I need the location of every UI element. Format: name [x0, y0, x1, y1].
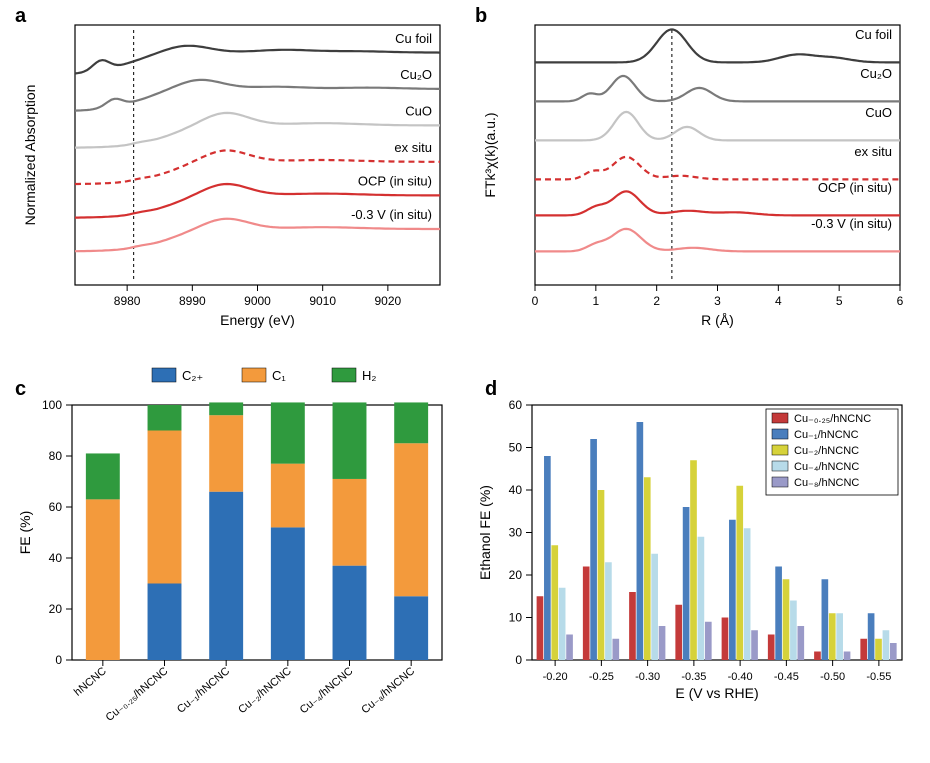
- panel-b-label: b: [475, 5, 487, 28]
- svg-text:Cu₋₄/hNCNC: Cu₋₄/hNCNC: [794, 461, 859, 473]
- svg-text:ex situ: ex situ: [394, 140, 432, 155]
- svg-text:2: 2: [653, 294, 660, 308]
- svg-text:Energy (eV): Energy (eV): [220, 312, 295, 328]
- panel-a-svg: 8980 8990 9000 9010 9020 Energy (eV) Normalize…: [10, 5, 460, 345]
- svg-text:C₁: C₁: [272, 368, 286, 383]
- panel-a-label: a: [15, 5, 26, 28]
- panel-c-svg: C₂₊ C₁ H₂ 0 20 40 60 80 100 FE (%) hNCNCCu₋₀.₂₅/hN…: [10, 360, 470, 755]
- svg-text:Normalized Absorption: Normalized Absorption: [22, 85, 38, 226]
- svg-text:-0.20: -0.20: [543, 671, 568, 683]
- svg-text:-0.50: -0.50: [820, 671, 845, 683]
- svg-text:Cu₋₄/hNCNC: Cu₋₄/hNCNC: [298, 665, 356, 716]
- svg-text:Cu foil: Cu foil: [855, 27, 892, 42]
- panel-a: a 8980 8990 9000 9010 9020 Energy (eV) Normali…: [10, 5, 460, 345]
- figure-container: a 8980 8990 9000 9010 9020 Energy (eV) Normali…: [0, 0, 930, 763]
- svg-text:-0.3 V (in situ): -0.3 V (in situ): [351, 207, 432, 222]
- svg-text:Ethanol FE (%): Ethanol FE (%): [477, 485, 493, 580]
- svg-text:R (Å): R (Å): [701, 312, 734, 328]
- panel-d-label: d: [485, 378, 497, 401]
- svg-text:0: 0: [55, 653, 62, 667]
- svg-text:60: 60: [509, 398, 523, 412]
- panel-c: c C₂₊ C₁ H₂ 0 20 40 60 80 100 FE (%) hNCNCCu₋₀.₂₅/…: [10, 360, 460, 755]
- svg-text:6: 6: [897, 294, 904, 308]
- svg-text:Cu₋₀.₂₅/hNCNC: Cu₋₀.₂₅/hNCNC: [794, 413, 871, 425]
- svg-text:9010: 9010: [309, 294, 336, 308]
- svg-text:0: 0: [532, 294, 539, 308]
- panel-d-svg: 0 10 20 30 40 50 60 Ethanol FE (%) E (V vs RHE) -…: [470, 360, 920, 755]
- svg-text:Cu₂O: Cu₂O: [860, 66, 892, 81]
- svg-text:C₂₊: C₂₊: [182, 368, 203, 383]
- svg-text:CuO: CuO: [405, 104, 432, 119]
- svg-text:10: 10: [509, 611, 523, 625]
- svg-text:3: 3: [714, 294, 721, 308]
- svg-text:9000: 9000: [244, 294, 271, 308]
- svg-text:Cu₋₂/hNCNC: Cu₋₂/hNCNC: [794, 445, 859, 457]
- svg-text:OCP (in situ): OCP (in situ): [358, 174, 432, 189]
- svg-text:20: 20: [509, 568, 523, 582]
- svg-text:30: 30: [509, 526, 523, 540]
- svg-text:40: 40: [509, 483, 523, 497]
- svg-text:CuO: CuO: [865, 105, 892, 120]
- svg-text:hNCNC: hNCNC: [72, 665, 109, 699]
- svg-text:FTk³χ(k)(a.u.): FTk³χ(k)(a.u.): [482, 112, 498, 197]
- svg-text:100: 100: [42, 398, 62, 412]
- svg-text:8990: 8990: [179, 294, 206, 308]
- svg-text:Cu₋₀.₂₅/hNCNC: Cu₋₀.₂₅/hNCNC: [104, 665, 171, 724]
- svg-text:20: 20: [49, 602, 63, 616]
- svg-text:H₂: H₂: [362, 368, 376, 383]
- panel-c-label: c: [15, 378, 26, 401]
- svg-text:Cu₋₂/hNCNC: Cu₋₂/hNCNC: [236, 665, 294, 716]
- svg-text:50: 50: [509, 441, 523, 455]
- svg-text:9020: 9020: [375, 294, 402, 308]
- svg-text:60: 60: [49, 500, 63, 514]
- svg-text:40: 40: [49, 551, 63, 565]
- panel-d: d 0 10 20 30 40 50 60 Ethanol FE (%) E (V vs RHE…: [470, 360, 920, 755]
- svg-text:-0.3 V (in situ): -0.3 V (in situ): [811, 216, 892, 231]
- svg-text:8980: 8980: [114, 294, 141, 308]
- svg-text:5: 5: [836, 294, 843, 308]
- svg-text:ex situ: ex situ: [854, 144, 892, 159]
- svg-text:-0.40: -0.40: [728, 671, 753, 683]
- svg-text:Cu₋₁/hNCNC: Cu₋₁/hNCNC: [175, 665, 232, 716]
- svg-text:OCP (in situ): OCP (in situ): [818, 180, 892, 195]
- svg-text:Cu₋₁/hNCNC: Cu₋₁/hNCNC: [794, 429, 859, 441]
- svg-text:0: 0: [515, 653, 522, 667]
- svg-text:E (V vs RHE): E (V vs RHE): [675, 685, 758, 701]
- svg-text:4: 4: [775, 294, 782, 308]
- svg-text:-0.30: -0.30: [635, 671, 660, 683]
- svg-text:80: 80: [49, 449, 63, 463]
- svg-text:-0.25: -0.25: [589, 671, 614, 683]
- svg-text:1: 1: [592, 294, 599, 308]
- svg-text:-0.45: -0.45: [774, 671, 799, 683]
- svg-text:Cu foil: Cu foil: [395, 31, 432, 46]
- panel-b-svg: 0 1 2 3 4 5 6 R (Å) FTk³χ(k)(a.u.) Cu foil Cu₂O CuO…: [470, 5, 920, 345]
- svg-text:-0.55: -0.55: [866, 671, 891, 683]
- svg-text:Cu₋₈/hNCNC: Cu₋₈/hNCNC: [359, 665, 417, 716]
- svg-text:Cu₂O: Cu₂O: [400, 67, 432, 82]
- svg-text:FE (%): FE (%): [17, 511, 33, 555]
- svg-text:-0.35: -0.35: [681, 671, 706, 683]
- panel-b: b 0 1 2 3 4 5 6 R (Å) FTk³χ(k)(a.u.) Cu foil Cu₂O C…: [470, 5, 920, 345]
- svg-text:Cu₋₈/hNCNC: Cu₋₈/hNCNC: [794, 477, 859, 489]
